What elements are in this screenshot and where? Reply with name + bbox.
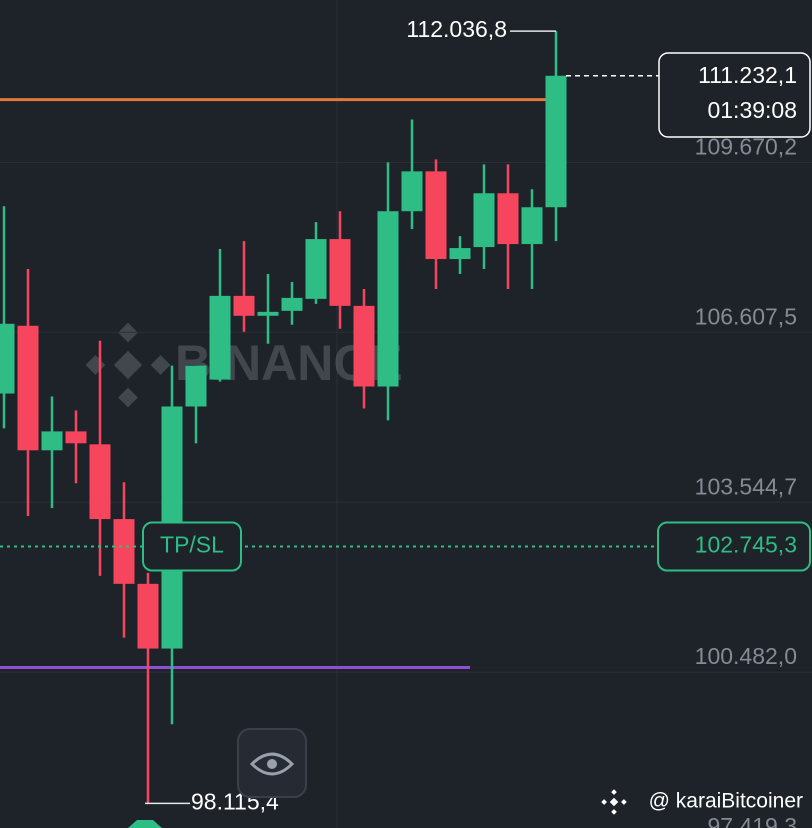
candle-body (281, 297, 303, 311)
candle-body (17, 325, 39, 451)
candle-body (377, 211, 399, 387)
y-tick-label: 103.544,7 (695, 473, 797, 499)
low-marker (128, 820, 162, 828)
candle-body (41, 431, 63, 451)
candle-body (353, 305, 375, 387)
candle-body (0, 323, 15, 394)
countdown: 01:39:08 (707, 97, 797, 123)
y-tick-label: 100.482,0 (695, 643, 797, 669)
tp-sl-text[interactable]: TP/SL (160, 532, 224, 558)
candle-body (425, 171, 447, 260)
candle-body (329, 239, 351, 306)
y-tick-label: 97.419,3 (707, 813, 797, 828)
candle-body (209, 295, 231, 380)
candle-body (401, 171, 423, 212)
y-tick-label: 106.607,5 (695, 303, 797, 329)
candle-body (449, 248, 471, 260)
tp-sl-button[interactable]: TP/SL (142, 521, 242, 572)
candle-body (497, 193, 519, 245)
eye-button[interactable] (237, 728, 307, 798)
attribution: @ karaiBitcoiner (649, 790, 803, 813)
tp-sl-frame[interactable] (142, 521, 242, 572)
price-label: 111.232,1 (698, 62, 797, 88)
candle-body (233, 295, 255, 316)
candle-body (89, 444, 111, 520)
candle-body (473, 193, 495, 248)
candle-body (185, 365, 207, 407)
candle-body (65, 431, 87, 444)
tp-sl-price-box (657, 521, 811, 572)
plot: 109.670,2 106.607,5 103.544,7 100.482,0 97.4… (0, 16, 812, 828)
candle-body (257, 311, 279, 316)
candle-body (521, 207, 543, 245)
y-tick-label: 109.670,2 (695, 133, 797, 159)
tp-sl-price: 102.745,3 (695, 532, 797, 558)
price-box (658, 52, 811, 138)
high-label: 112.036,8 (406, 16, 507, 42)
eye-pupil (267, 759, 277, 769)
eye-icon (249, 752, 295, 776)
candle-body (137, 583, 159, 649)
candle-body (113, 519, 135, 584)
candle-body (305, 239, 327, 299)
candle-body (545, 75, 567, 208)
